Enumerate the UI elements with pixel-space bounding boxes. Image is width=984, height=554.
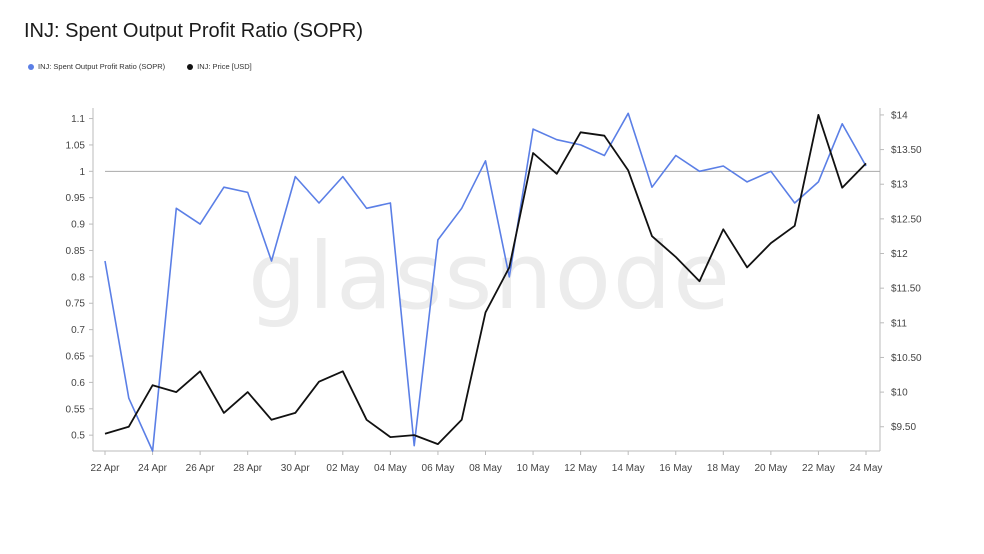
right-tick-label: $9.50 bbox=[891, 422, 916, 433]
legend-dot-price bbox=[187, 63, 194, 70]
left-tick-label: 0.8 bbox=[71, 272, 85, 283]
left-tick-label: 0.65 bbox=[66, 352, 86, 363]
left-tick-label: 0.5 bbox=[71, 431, 85, 442]
left-tick-label: 1 bbox=[79, 167, 85, 178]
watermark-text: glassnode bbox=[248, 223, 732, 330]
left-tick-label: 1.1 bbox=[71, 114, 85, 125]
right-tick-label: $10.50 bbox=[891, 353, 922, 364]
left-tick-label: 0.75 bbox=[66, 299, 86, 310]
x-tick-label: 06 May bbox=[422, 463, 455, 474]
x-tick-label: 30 Apr bbox=[281, 463, 311, 474]
x-tick-label: 22 May bbox=[802, 463, 835, 474]
left-tick-label: 0.7 bbox=[71, 325, 85, 336]
x-tick-label: 02 May bbox=[326, 463, 359, 474]
x-tick-label: 24 Apr bbox=[138, 463, 168, 474]
x-tick-label: 28 Apr bbox=[233, 463, 263, 474]
left-tick-label: 0.55 bbox=[66, 404, 86, 415]
right-tick-label: $13 bbox=[891, 180, 908, 191]
right-tick-label: $10 bbox=[891, 388, 908, 399]
left-tick-label: 0.85 bbox=[66, 246, 86, 257]
legend-label-price: INJ: Price [USD] bbox=[197, 62, 252, 71]
x-tick-label: 14 May bbox=[612, 463, 645, 474]
left-tick-label: 0.9 bbox=[71, 220, 85, 231]
price-series-line bbox=[104, 114, 867, 446]
legend-item-price[interactable]: INJ: Price [USD] bbox=[187, 62, 252, 71]
x-tick-label: 04 May bbox=[374, 463, 407, 474]
right-tick-label: $13.50 bbox=[891, 145, 922, 156]
x-tick-label: 10 May bbox=[517, 463, 550, 474]
x-tick-label: 26 Apr bbox=[186, 463, 216, 474]
x-tick-label: 20 May bbox=[754, 463, 787, 474]
legend-label-sopr: INJ: Spent Output Profit Ratio (SOPR) bbox=[38, 62, 166, 71]
x-tick-label: 24 May bbox=[850, 463, 883, 474]
left-tick-label: 0.6 bbox=[71, 378, 85, 389]
right-tick-label: $11 bbox=[891, 318, 907, 329]
right-tick-label: $14 bbox=[891, 110, 908, 121]
right-tick-label: $11.50 bbox=[891, 284, 921, 295]
legend: INJ: Spent Output Profit Ratio (SOPR) IN… bbox=[28, 62, 252, 71]
x-tick-label: 16 May bbox=[659, 463, 692, 474]
right-tick-label: $12.50 bbox=[891, 214, 922, 225]
legend-dot-sopr bbox=[28, 63, 34, 70]
x-tick-label: 08 May bbox=[469, 463, 502, 474]
x-tick-label: 12 May bbox=[564, 463, 597, 474]
left-tick-label: 0.95 bbox=[66, 193, 86, 204]
sopr-series-line bbox=[104, 112, 867, 452]
chart-title: INJ: Spent Output Profit Ratio (SOPR) bbox=[24, 20, 364, 42]
left-tick-label: 1.05 bbox=[66, 140, 86, 151]
right-tick-label: $12 bbox=[891, 249, 908, 260]
x-tick-label: 22 Apr bbox=[91, 463, 121, 474]
x-tick-label: 18 May bbox=[707, 463, 740, 474]
legend-item-sopr[interactable]: INJ: Spent Output Profit Ratio (SOPR) bbox=[28, 62, 165, 71]
